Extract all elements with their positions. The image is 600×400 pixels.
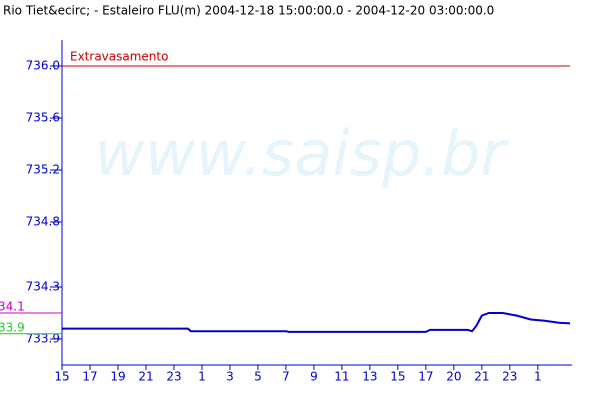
reference-label: Extravasamento (70, 50, 168, 64)
y-tick-label: 734.3 (26, 280, 60, 294)
y-tick-label: 735.2 (26, 163, 60, 177)
y-tick-label: 736.0 (26, 59, 60, 73)
chart-title: Rio Tiet&ecirc; - Estaleiro FLU(m) 2004-… (3, 4, 494, 18)
series-line (62, 312, 571, 333)
x-tick-label: 1 (534, 370, 542, 384)
x-tick-label: 15 (54, 370, 69, 384)
x-tick-label: 9 (310, 370, 318, 384)
x-tick-label: 13 (362, 370, 377, 384)
x-tick-label: 7 (282, 370, 290, 384)
y-tick-label: 734.8 (26, 215, 60, 229)
x-tick-label: 21 (138, 370, 153, 384)
x-tick-label: 19 (110, 370, 125, 384)
x-tick-label: 11 (334, 370, 349, 384)
reference-label: 33.9 (0, 320, 25, 334)
x-tick-label: 3 (226, 370, 234, 384)
x-tick-label: 1 (198, 370, 206, 384)
x-tick-label: 17 (82, 370, 97, 384)
x-tick-label: 21 (474, 370, 489, 384)
x-tick-label: 17 (418, 370, 433, 384)
y-tick-label: 735.6 (26, 111, 60, 125)
x-tick-label: 15 (390, 370, 405, 384)
x-tick-label: 23 (166, 370, 181, 384)
x-tick-label: 23 (502, 370, 517, 384)
x-tick-label: 20 (446, 370, 461, 384)
watermark: www.saisp.br (94, 117, 509, 190)
y-tick-label: 733.9 (26, 332, 60, 346)
x-tick-label: 5 (254, 370, 262, 384)
reference-label: 34.1 (0, 300, 25, 314)
